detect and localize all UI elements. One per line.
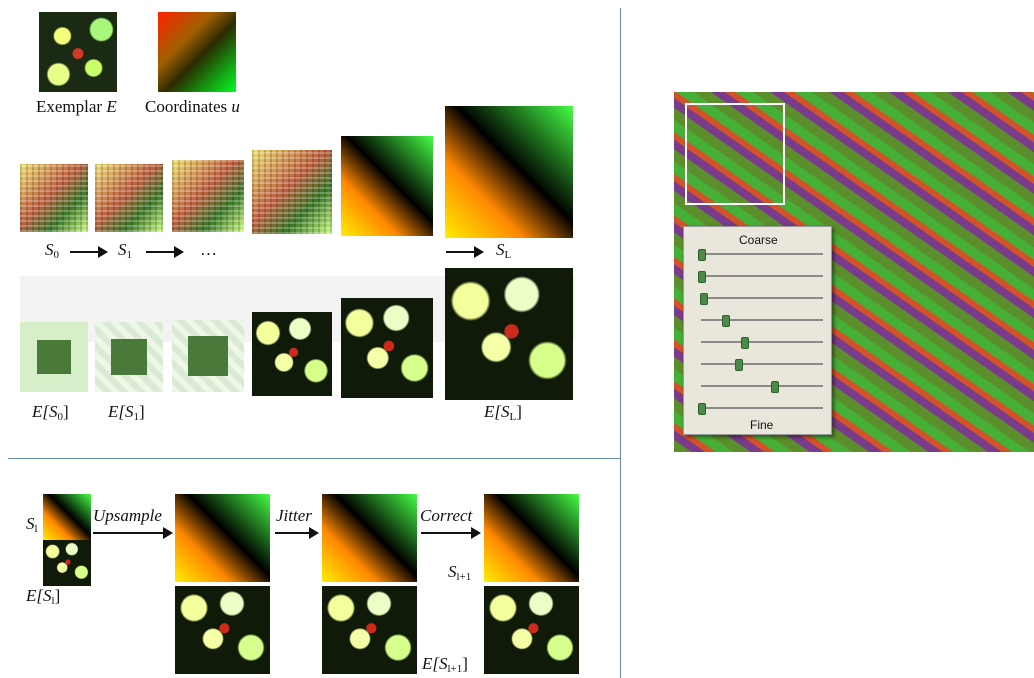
corrected-exemplar — [484, 586, 579, 674]
upsample-arrow — [93, 527, 173, 539]
label-s0: S0 — [45, 240, 59, 261]
pyramid-es0 — [20, 322, 88, 392]
lower-s-label: Sl — [26, 514, 38, 535]
slider-track-0[interactable] — [701, 253, 823, 255]
jitter-arrow — [275, 527, 319, 539]
exemplar-label: Exemplar E — [36, 97, 117, 116]
slider-track-3[interactable] — [701, 319, 823, 321]
slider-track-5[interactable] — [701, 363, 823, 365]
pyramid-s4 — [341, 136, 433, 236]
slider-thumb-0[interactable] — [698, 249, 706, 261]
slider-thumb-6[interactable] — [771, 381, 780, 393]
slider-thumb-7[interactable] — [698, 403, 706, 415]
pyramid-esl — [445, 268, 573, 400]
slider-thumb-3[interactable] — [722, 315, 731, 327]
slider-thumb-1[interactable] — [698, 271, 706, 283]
correct-label: Correct — [420, 506, 473, 525]
snext-label: Sl+1 — [448, 562, 472, 583]
pyramid-s0 — [20, 164, 88, 232]
slider-track-6[interactable] — [701, 385, 823, 387]
exemplar-image — [39, 12, 117, 92]
enext-label: E[Sl+1] — [422, 654, 468, 675]
fine-label: Fine — [750, 418, 774, 432]
arrow-s0-s1 — [70, 246, 108, 258]
slider-track-2[interactable] — [701, 297, 823, 299]
pyramid-sl — [445, 106, 573, 238]
jittered-exemplar — [322, 586, 417, 674]
lower-sl — [43, 494, 91, 540]
arrow-s1-dots — [146, 246, 184, 258]
slider-track-1[interactable] — [701, 275, 823, 277]
slider-track-7[interactable] — [701, 407, 823, 409]
label-dots: … — [200, 240, 217, 259]
coarse-label: Coarse — [739, 233, 778, 247]
upsampled-exemplar — [175, 586, 270, 674]
pyramid-es1 — [95, 322, 163, 392]
pyramid-es2 — [172, 320, 244, 392]
coordinates-image — [158, 12, 236, 92]
multiscale-control-panel: Coarse Fine — [683, 226, 832, 435]
corrected-coords — [484, 494, 579, 582]
arrow-to-sl — [446, 246, 484, 258]
slider-thumb-2[interactable] — [700, 293, 709, 305]
label-es0: E[S0] — [32, 402, 69, 423]
label-sl: SL — [496, 240, 512, 261]
label-es1: E[S1] — [108, 402, 145, 423]
pyramid-s2 — [172, 160, 244, 232]
slider-thumb-4[interactable] — [740, 337, 749, 349]
label-esl: E[SL] — [484, 402, 522, 423]
jittered-coords — [322, 494, 417, 582]
pyramid-es2-inner — [188, 336, 228, 376]
pyramid-es1-inner — [111, 339, 147, 375]
pyramid-es3 — [252, 312, 332, 396]
vertical-divider — [620, 8, 621, 678]
upsampled-coords — [175, 494, 270, 582]
slider-thumb-5[interactable] — [734, 359, 743, 371]
pyramid-es0-inner — [37, 340, 71, 374]
jitter-label: Jitter — [276, 506, 312, 525]
horizontal-divider — [8, 458, 620, 459]
slider-track-4[interactable] — [701, 341, 823, 343]
pyramid-s3 — [252, 150, 332, 234]
pyramid-es4 — [341, 298, 433, 398]
label-s1: S1 — [118, 240, 132, 261]
coordinates-label: Coordinates u — [145, 97, 240, 116]
correct-arrow — [421, 527, 481, 539]
upsample-label: Upsample — [93, 506, 162, 525]
lower-e-label: E[Sl] — [26, 586, 61, 607]
selection-box[interactable] — [685, 103, 785, 205]
lower-esl — [43, 540, 91, 586]
pyramid-s1 — [95, 164, 163, 232]
